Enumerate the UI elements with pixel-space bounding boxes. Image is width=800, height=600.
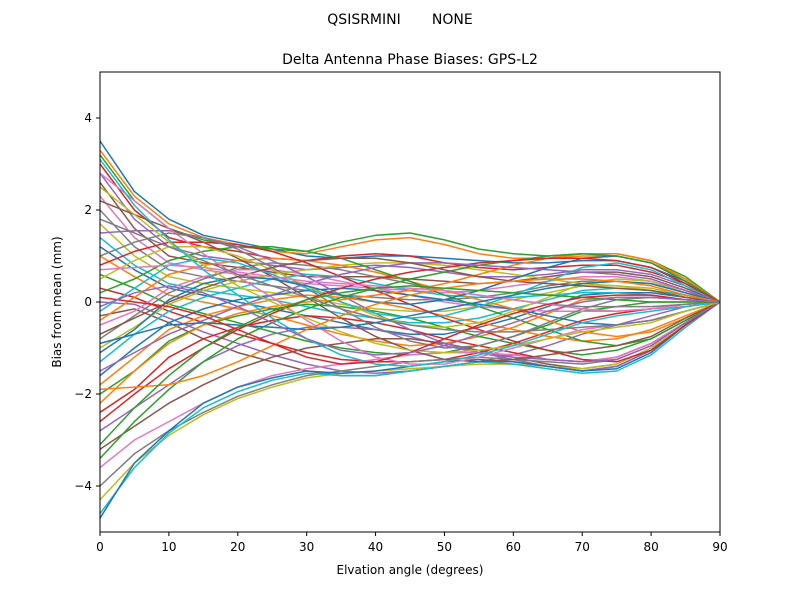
figure-suptitle: QSISRMINI NONE [327, 12, 472, 28]
y-axis-label: Bias from mean (mm) [50, 236, 64, 367]
series-line-18 [99, 262, 721, 340]
y-tick-label: 0 [84, 295, 92, 309]
series-line-43 [99, 252, 721, 459]
x-tick-label: 10 [161, 540, 176, 554]
x-tick-label: 70 [575, 540, 590, 554]
y-tick-label: 2 [84, 203, 92, 217]
x-axis-ticks: 0 10 20 30 40 50 60 70 80 90 [96, 532, 728, 554]
series-line-47 [99, 264, 721, 312]
series-line-49 [99, 186, 721, 354]
series-line-30 [99, 301, 721, 515]
series-line-48 [99, 218, 721, 333]
series-line-50 [99, 158, 721, 368]
series-line-46 [99, 257, 721, 335]
x-tick-label: 50 [437, 540, 452, 554]
y-tick-label: 4 [84, 111, 92, 125]
x-tick-label: 90 [712, 540, 727, 554]
x-tick-label: 40 [368, 540, 383, 554]
chart-title: Delta Antenna Phase Biases: GPS-L2 [282, 52, 538, 68]
x-axis-label: Elvation angle (degrees) [337, 563, 484, 577]
y-tick-label: −2 [74, 387, 92, 401]
x-tick-label: 30 [299, 540, 314, 554]
x-tick-label: 60 [506, 540, 521, 554]
series-line-53 [99, 285, 720, 446]
y-tick-label: −4 [74, 479, 92, 493]
series-line-55 [99, 285, 721, 356]
x-tick-label: 20 [230, 540, 245, 554]
series-line-40 [99, 257, 721, 319]
series-layer [99, 140, 721, 519]
series-line-29 [99, 301, 721, 501]
plot-area [99, 71, 721, 533]
series-line-42 [99, 252, 721, 404]
series-line-5 [99, 172, 721, 303]
x-tick-label: 80 [643, 540, 658, 554]
y-axis-ticks: −4 −2 0 2 4 [74, 111, 100, 493]
x-tick-label: 0 [96, 540, 104, 554]
series-line-52 [99, 278, 721, 391]
